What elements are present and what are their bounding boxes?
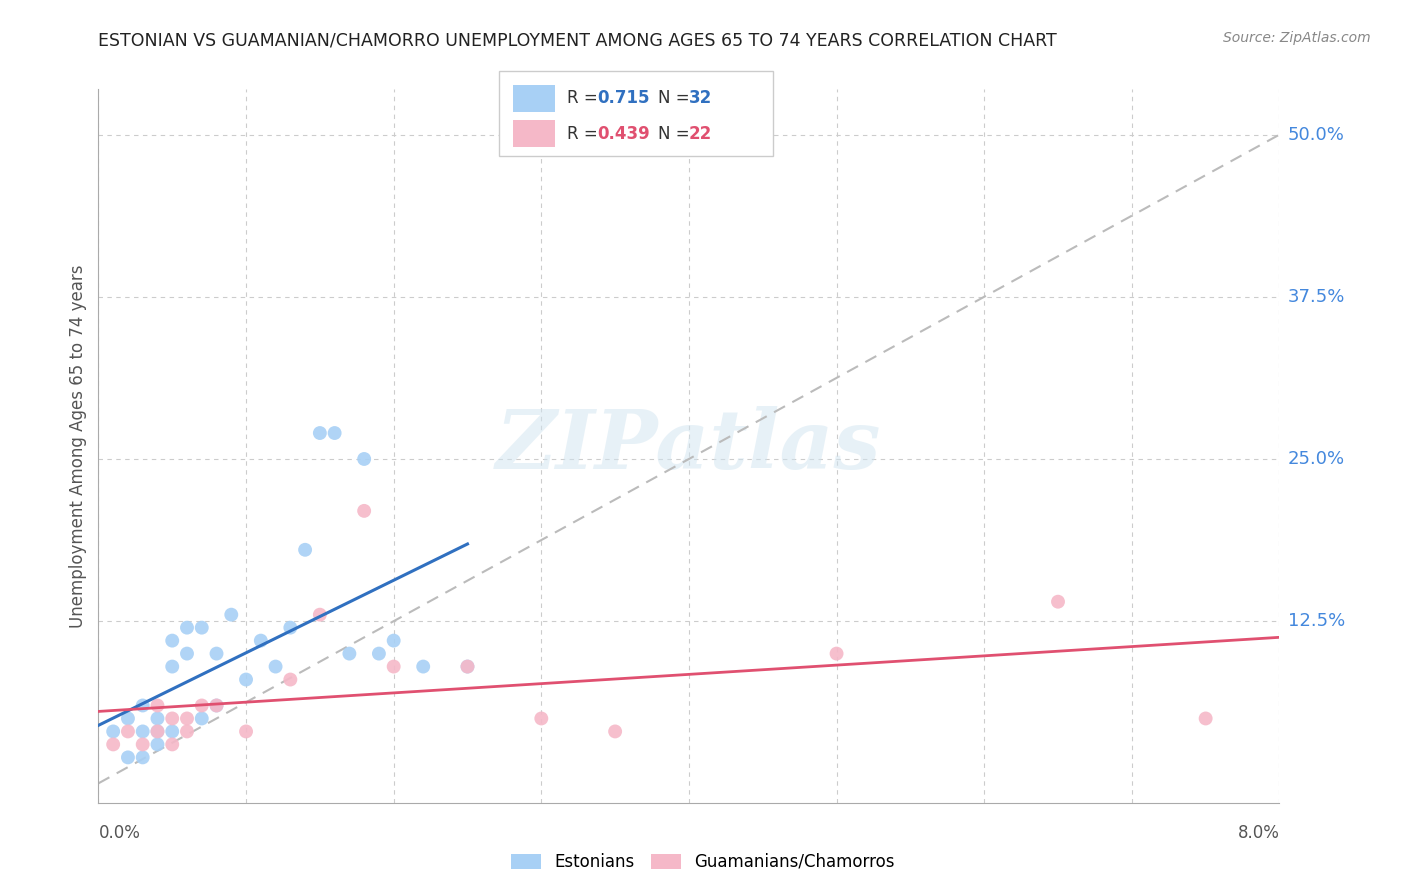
Point [1046, 595, 1069, 609]
Point [117, 711, 139, 725]
Point [103, 738, 124, 752]
Point [337, 647, 360, 661]
Point [191, 711, 214, 725]
Text: 12.5%: 12.5% [1288, 612, 1346, 630]
Point [162, 633, 183, 648]
Point [219, 607, 242, 622]
Point [235, 724, 257, 739]
Text: ESTONIAN VS GUAMANIAN/CHAMORRO UNEMPLOYMENT AMONG AGES 65 TO 74 YEARS CORRELATIO: ESTONIAN VS GUAMANIAN/CHAMORRO UNEMPLOYM… [98, 31, 1057, 49]
Text: Source: ZipAtlas.com: Source: ZipAtlas.com [1223, 31, 1371, 45]
Point [162, 724, 183, 739]
Point [382, 659, 405, 673]
Point [146, 698, 169, 713]
Point [117, 750, 139, 764]
Text: 32: 32 [689, 89, 713, 107]
Y-axis label: Unemployment Among Ages 65 to 74 years: Unemployment Among Ages 65 to 74 years [69, 264, 87, 628]
Text: N =: N = [658, 125, 695, 143]
Point [191, 698, 214, 713]
Point [205, 698, 228, 713]
Point [308, 425, 332, 440]
Point [605, 724, 627, 739]
Text: 8.0%: 8.0% [1237, 824, 1279, 842]
Text: 25.0%: 25.0% [1288, 450, 1346, 468]
Text: 50.0%: 50.0% [1288, 126, 1344, 144]
Point [205, 698, 228, 713]
Text: 0.715: 0.715 [598, 89, 650, 107]
Text: ZIPatlas: ZIPatlas [496, 406, 882, 486]
Point [132, 724, 155, 739]
Point [367, 647, 389, 661]
Text: 0.0%: 0.0% [98, 824, 141, 842]
Text: N =: N = [658, 89, 695, 107]
Point [278, 621, 301, 635]
Point [353, 504, 375, 518]
Point [278, 673, 301, 687]
Point [456, 659, 478, 673]
Point [294, 542, 316, 557]
Point [146, 724, 169, 739]
Text: 22: 22 [689, 125, 713, 143]
Point [146, 738, 169, 752]
Point [205, 647, 228, 661]
Legend: Estonians, Guamanians/Chamorros: Estonians, Guamanians/Chamorros [502, 845, 904, 880]
Point [412, 659, 434, 673]
Point [132, 738, 155, 752]
Point [353, 452, 375, 467]
Point [825, 647, 848, 661]
Point [176, 621, 198, 635]
Point [264, 659, 287, 673]
Point [250, 633, 273, 648]
Point [530, 711, 553, 725]
Point [382, 633, 405, 648]
Point [308, 607, 332, 622]
Point [456, 659, 478, 673]
Point [146, 724, 169, 739]
Point [132, 750, 155, 764]
Point [235, 673, 257, 687]
Point [176, 647, 198, 661]
Point [191, 621, 214, 635]
Text: 0.439: 0.439 [598, 125, 651, 143]
Point [146, 711, 169, 725]
Point [117, 724, 139, 739]
Text: 37.5%: 37.5% [1288, 288, 1346, 306]
Point [176, 711, 198, 725]
Point [162, 711, 183, 725]
Point [1194, 711, 1216, 725]
Point [103, 724, 124, 739]
Point [162, 659, 183, 673]
Point [323, 425, 346, 440]
Point [176, 724, 198, 739]
Text: R =: R = [567, 125, 603, 143]
Point [162, 738, 183, 752]
Text: R =: R = [567, 89, 603, 107]
Point [132, 698, 155, 713]
